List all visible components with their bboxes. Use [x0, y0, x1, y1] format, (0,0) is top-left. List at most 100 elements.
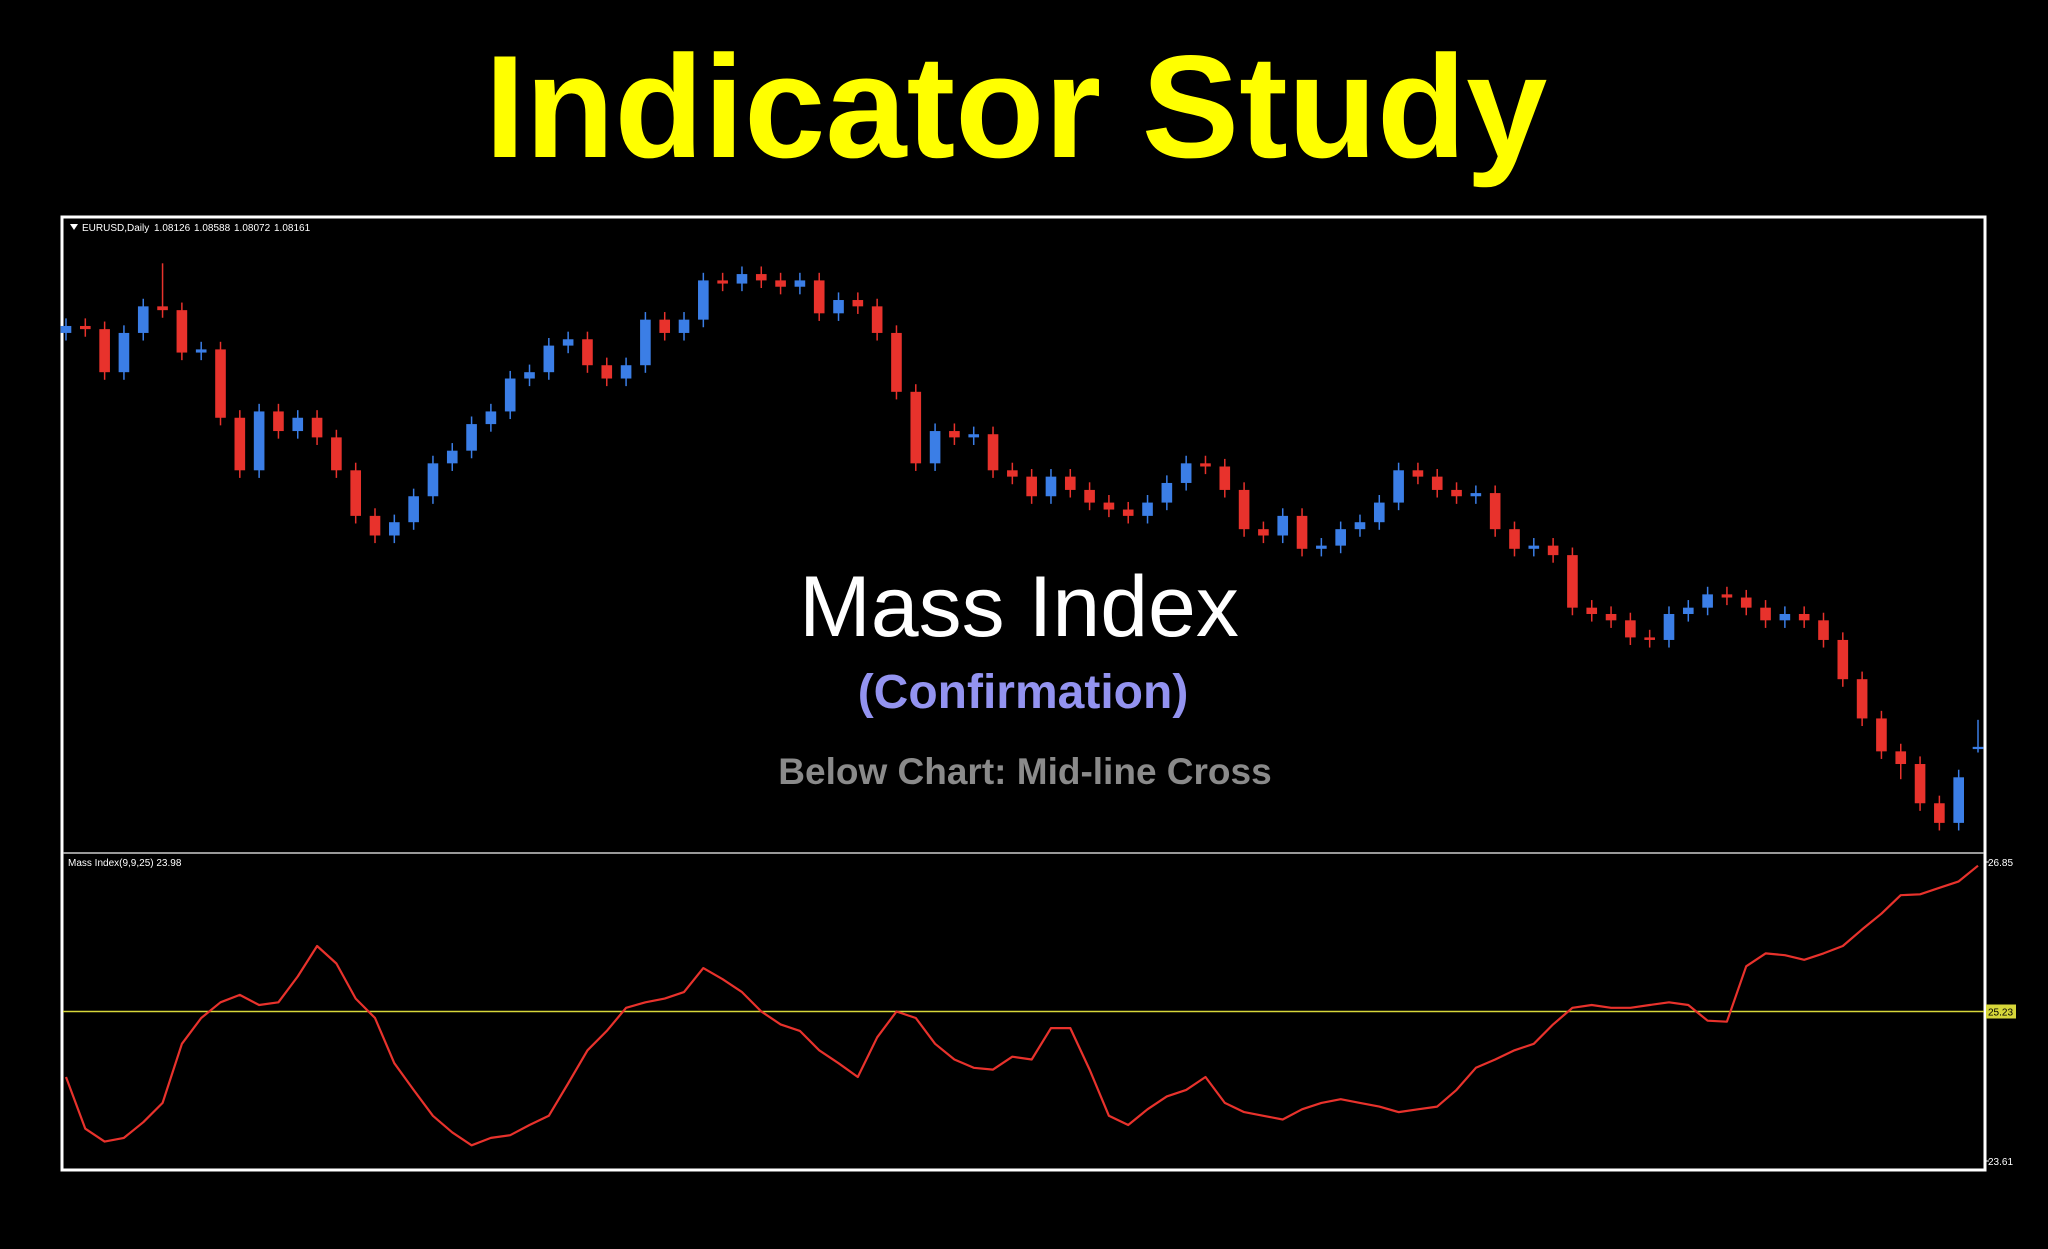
ohlc-high: 1.08588	[194, 223, 231, 234]
candle-body	[253, 411, 265, 471]
candle-body	[910, 391, 922, 464]
candle-body	[698, 280, 709, 320]
candle-body	[794, 280, 806, 287]
candle-body	[1528, 545, 1540, 549]
candle-body	[1779, 613, 1791, 621]
candle-body	[118, 332, 130, 373]
candle-body	[1586, 607, 1598, 614]
candle-body	[1953, 777, 1964, 823]
level-label-box	[1986, 1004, 2016, 1019]
chart-frame	[60, 215, 1987, 1172]
candle-body	[1045, 476, 1057, 497]
candle-body	[1335, 529, 1346, 546]
candle-body	[350, 470, 362, 516]
candle-body	[1354, 522, 1366, 530]
candle-body	[620, 365, 632, 379]
candle-body	[331, 437, 342, 471]
candle-body	[99, 329, 110, 373]
candle-body	[582, 339, 593, 366]
page-title: Indicator Study	[485, 25, 1548, 188]
candle-body	[929, 431, 941, 464]
candle-body	[1682, 607, 1694, 614]
candle-body	[678, 319, 690, 333]
candle-body	[1064, 476, 1076, 490]
candle-body	[1007, 470, 1018, 477]
candle-body	[1161, 482, 1173, 503]
candle-body	[1316, 545, 1327, 549]
candle-body	[1740, 597, 1752, 608]
candle-body	[775, 280, 786, 287]
candle-body	[1567, 555, 1578, 608]
y-tick-label: 25.23	[1988, 1008, 2013, 1019]
candle-body	[485, 411, 497, 425]
menu-arrow	[70, 224, 78, 230]
overlay-subheading: (Confirmation)	[858, 666, 1189, 719]
candle-body	[60, 325, 72, 333]
candle-body	[833, 300, 844, 314]
candle-body	[157, 306, 168, 311]
overlay-text: Mass Index (Confirmation) Below Chart: M…	[778, 559, 1271, 792]
candle-body	[1837, 639, 1849, 680]
candle-body	[195, 349, 207, 353]
candle-body	[871, 306, 883, 333]
candle-body	[813, 280, 825, 314]
candle-body	[1509, 529, 1520, 549]
candle-body	[640, 319, 651, 366]
ohlc-open: 1.08126	[154, 223, 191, 234]
candle-body	[1644, 637, 1655, 640]
candle-body	[1721, 594, 1733, 598]
candle-body	[137, 306, 149, 333]
candle-body	[1026, 476, 1037, 497]
candle-body	[1180, 463, 1192, 483]
candle-body	[1605, 613, 1617, 621]
candle-body	[562, 339, 574, 346]
candle-body	[524, 372, 535, 379]
candle-body	[659, 319, 671, 333]
candle-body	[1972, 746, 1984, 750]
candle-body	[1914, 764, 1926, 804]
candle-body	[1296, 515, 1308, 549]
candle-body	[1393, 470, 1404, 503]
y-tick-label: 23.61	[1988, 1157, 2013, 1168]
candle-body	[176, 310, 188, 353]
candle-body	[292, 417, 304, 432]
overlay-note: Below Chart: Mid-line Cross	[778, 751, 1271, 792]
candle-body	[1277, 515, 1289, 536]
ohlc-close: 1.08161	[274, 223, 311, 234]
candle-body	[1934, 803, 1945, 823]
candle-body	[1431, 476, 1443, 490]
candle-body	[446, 450, 458, 464]
candle-body	[1489, 493, 1501, 530]
candle-body	[1103, 502, 1115, 510]
candle-body	[215, 349, 226, 418]
candle-body	[1200, 463, 1211, 467]
candle-body	[466, 424, 477, 451]
symbol-label: EURUSD,Daily	[82, 223, 149, 234]
candle-body	[1856, 679, 1868, 719]
candle-body	[968, 434, 980, 438]
candle-body	[389, 522, 400, 536]
candle-body	[1818, 620, 1829, 640]
ohlc-low: 1.08072	[234, 223, 271, 234]
candle-body	[852, 300, 864, 307]
candle-body	[1895, 751, 1907, 765]
candle-body	[408, 496, 419, 523]
candle-body	[234, 417, 246, 471]
candle-body	[1876, 718, 1887, 752]
candle-body	[1760, 607, 1771, 621]
candle-body	[736, 274, 748, 284]
candle-body	[273, 411, 284, 432]
candle-body	[949, 431, 960, 438]
candle-body	[369, 515, 381, 536]
candle-body	[311, 417, 323, 438]
candle-body	[427, 463, 439, 497]
candle-body	[1219, 466, 1231, 490]
candle-body	[543, 345, 555, 373]
candle-body	[1702, 594, 1713, 608]
candle-body	[1238, 489, 1250, 530]
candle-body	[755, 274, 767, 281]
candle-body	[80, 325, 91, 330]
